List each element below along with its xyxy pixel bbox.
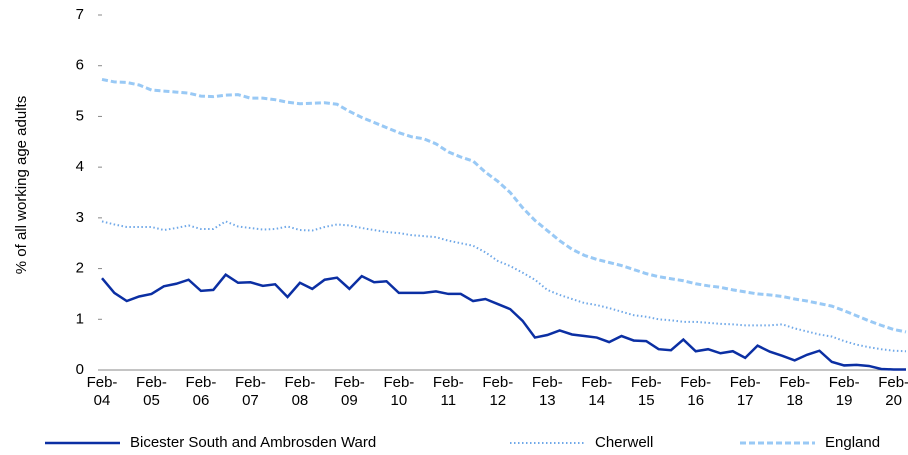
series-line bbox=[101, 272, 906, 371]
x-tick-label-line: 04 bbox=[94, 392, 111, 409]
x-tick-label: Feb-14 bbox=[581, 374, 612, 409]
x-tick-label-line: 18 bbox=[786, 392, 803, 409]
x-tick-label-line: 19 bbox=[836, 392, 853, 409]
x-tick-label-line: 13 bbox=[539, 392, 556, 409]
x-tick-label-line: Feb- bbox=[87, 374, 118, 391]
x-tick-label-line: 05 bbox=[143, 392, 160, 409]
x-tick-label-line: 10 bbox=[391, 392, 408, 409]
x-tick-label: Feb-10 bbox=[383, 374, 414, 409]
x-tick-label-line: Feb- bbox=[284, 374, 315, 391]
x-tick-label: Feb-16 bbox=[680, 374, 711, 409]
x-tick-label: Feb-11 bbox=[433, 374, 464, 409]
x-tick-label: Feb-12 bbox=[482, 374, 513, 409]
x-tick-label-line: Feb- bbox=[383, 374, 414, 391]
y-tick-label: 7 bbox=[76, 6, 84, 23]
x-tick-label: Feb-05 bbox=[136, 374, 167, 409]
x-tick-label-line: 09 bbox=[341, 392, 358, 409]
x-tick-label: Feb-06 bbox=[186, 374, 217, 409]
x-tick-label-line: Feb- bbox=[186, 374, 217, 391]
x-tick-label-line: Feb- bbox=[235, 374, 266, 391]
x-tick-label-line: 16 bbox=[687, 392, 704, 409]
x-tick-label-line: Feb- bbox=[779, 374, 810, 391]
x-tick-label-line: Feb- bbox=[136, 374, 167, 391]
x-tick-label-line: Feb- bbox=[829, 374, 860, 391]
y-tick-label: 6 bbox=[76, 57, 84, 74]
x-tick-label-line: 06 bbox=[193, 392, 210, 409]
y-tick-label: 2 bbox=[76, 260, 84, 277]
x-tick-label-line: 20 bbox=[885, 392, 902, 409]
x-tick-label-line: 14 bbox=[588, 392, 605, 409]
x-tick-label-line: Feb- bbox=[433, 374, 464, 391]
x-tick-label: Feb-04 bbox=[87, 374, 118, 409]
x-tick-label-line: Feb- bbox=[878, 374, 908, 391]
x-tick-label: Feb-13 bbox=[532, 374, 563, 409]
x-tick-label: Feb-20 bbox=[878, 374, 908, 409]
legend-label: Bicester South and Ambrosden Ward bbox=[130, 434, 376, 451]
x-tick-label-line: 07 bbox=[242, 392, 259, 409]
x-tick-label-line: Feb- bbox=[532, 374, 563, 391]
legend-label: England bbox=[825, 434, 880, 451]
y-tick-label: 0 bbox=[76, 361, 84, 378]
series-line bbox=[101, 220, 907, 353]
x-tick-label-line: Feb- bbox=[334, 374, 365, 391]
x-tick-label-line: 17 bbox=[737, 392, 754, 409]
x-tick-label: Feb-15 bbox=[631, 374, 662, 409]
y-tick-label: 4 bbox=[76, 158, 84, 175]
y-axis-label: % of all working age adults bbox=[13, 96, 30, 274]
x-tick-label-line: 08 bbox=[292, 392, 309, 409]
x-tick-label-line: Feb- bbox=[482, 374, 513, 391]
x-tick-label: Feb-18 bbox=[779, 374, 810, 409]
x-tick-label-line: Feb- bbox=[730, 374, 761, 391]
x-tick-label-line: 12 bbox=[489, 392, 506, 409]
legend-label: Cherwell bbox=[595, 434, 653, 451]
series-line bbox=[101, 77, 907, 334]
x-tick-label: Feb-08 bbox=[284, 374, 315, 409]
x-tick-label-line: 11 bbox=[441, 392, 457, 409]
x-tick-label-line: Feb- bbox=[631, 374, 662, 391]
x-tick-label: Feb-17 bbox=[730, 374, 761, 409]
x-tick-label: Feb-09 bbox=[334, 374, 365, 409]
x-tick-label: Feb-07 bbox=[235, 374, 266, 409]
y-tick-label: 1 bbox=[76, 310, 84, 327]
x-tick-label-line: Feb- bbox=[680, 374, 711, 391]
y-tick-label: 5 bbox=[76, 107, 84, 124]
x-tick-label-line: Feb- bbox=[581, 374, 612, 391]
x-tick-label: Feb-19 bbox=[829, 374, 860, 409]
x-tick-label-line: 15 bbox=[638, 392, 655, 409]
y-tick-label: 3 bbox=[76, 209, 84, 226]
